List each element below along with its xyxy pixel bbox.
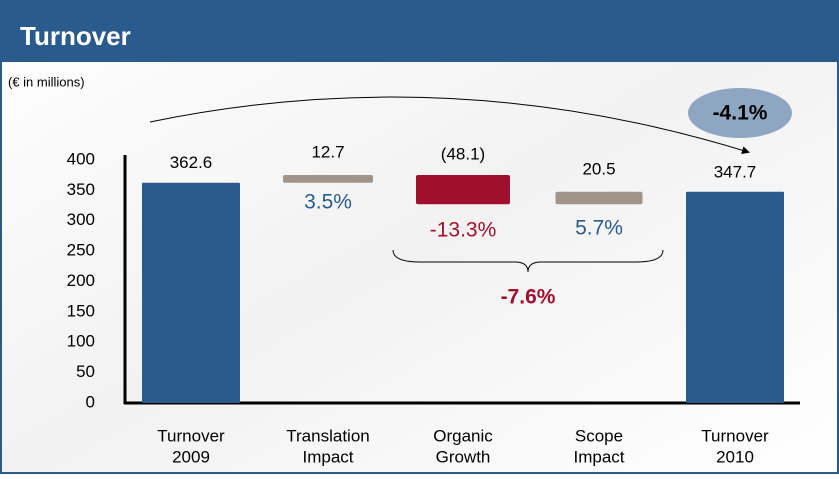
brace [392, 249, 664, 273]
change-bubble [688, 88, 792, 138]
value-label: 347.7 [714, 162, 757, 181]
value-label: 20.5 [582, 159, 615, 178]
value-label: (48.1) [441, 144, 485, 163]
x-tick-label: Impact [573, 447, 624, 466]
x-tick-label: 2010 [716, 447, 754, 466]
y-tick-label: 100 [67, 332, 95, 351]
value-label: 362.6 [170, 153, 213, 172]
bar [416, 175, 510, 205]
header-bar [0, 0, 839, 62]
change-label: 3.5% [304, 191, 352, 214]
bar [686, 191, 784, 403]
x-tick-label: Translation [286, 426, 369, 445]
total-change: -4.1% [713, 102, 768, 125]
bar [555, 191, 643, 205]
change-label: -13.3% [430, 219, 497, 242]
bar [283, 175, 373, 183]
x-tick-label: Turnover [701, 426, 769, 445]
value-label: 12.7 [311, 142, 344, 161]
y-tick-label: 350 [67, 180, 95, 199]
y-tick-label: 50 [76, 362, 95, 381]
y-tick-label: 250 [67, 241, 95, 260]
change-arrow [149, 96, 750, 155]
x-tick-label: Organic [433, 426, 493, 445]
y-tick-label: 300 [67, 210, 95, 229]
y-tick-label: 200 [67, 271, 95, 290]
bar [142, 182, 240, 403]
x-tick-label: 2009 [172, 447, 210, 466]
x-tick-label: Impact [302, 447, 353, 466]
subtitle: (€ in millions) [8, 74, 85, 89]
y-tick-label: 150 [67, 301, 95, 320]
y-tick-label: 400 [67, 149, 95, 168]
chart-title: Turnover [20, 21, 131, 51]
group-change: -7.6% [501, 286, 556, 309]
change-label: 5.7% [575, 217, 623, 240]
x-tick-label: Scope [575, 426, 623, 445]
x-tick-label: Growth [436, 447, 491, 466]
x-tick-label: Turnover [157, 426, 225, 445]
y-tick-label: 0 [86, 392, 95, 411]
